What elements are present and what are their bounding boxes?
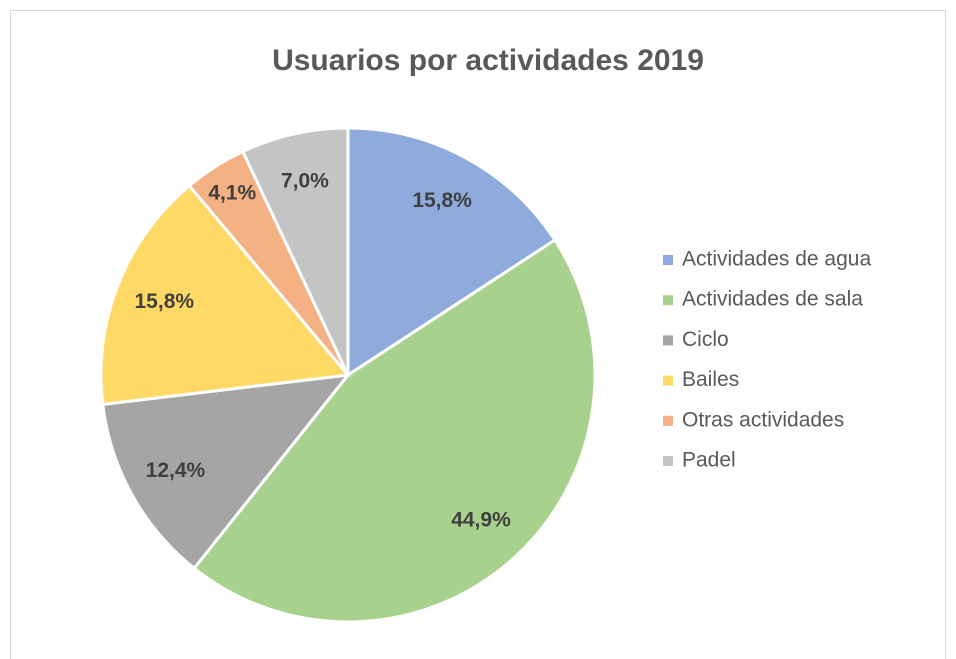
legend-label: Actividades de sala	[682, 288, 863, 311]
legend-swatch	[663, 295, 673, 306]
legend-swatch	[663, 456, 673, 466]
data-label: 44,9%	[451, 509, 511, 532]
legend-swatch	[663, 335, 673, 346]
legend-swatch	[663, 415, 673, 426]
legend-label: Padel	[682, 449, 736, 472]
data-label: 12,4%	[146, 459, 206, 482]
data-label: 15,8%	[412, 189, 472, 212]
legend-label: Bailes	[682, 368, 739, 391]
pie-slice	[346, 126, 557, 378]
legend-swatch	[663, 255, 673, 265]
pie-slice	[240, 126, 350, 376]
legend-swatch	[663, 375, 673, 386]
legend-label: Otras actividades	[682, 408, 844, 431]
chart-title: Usuarios por actividades 2019	[272, 44, 704, 77]
pie-slice	[99, 183, 351, 407]
pie-slice	[192, 237, 597, 624]
pie-slice	[101, 373, 352, 571]
data-label: 4,1%	[208, 181, 256, 204]
legend-label: Ciclo	[682, 328, 729, 351]
data-label: 7,0%	[281, 170, 329, 193]
data-label: 15,8%	[135, 290, 195, 313]
legend-label: Actividades de agua	[682, 248, 871, 271]
